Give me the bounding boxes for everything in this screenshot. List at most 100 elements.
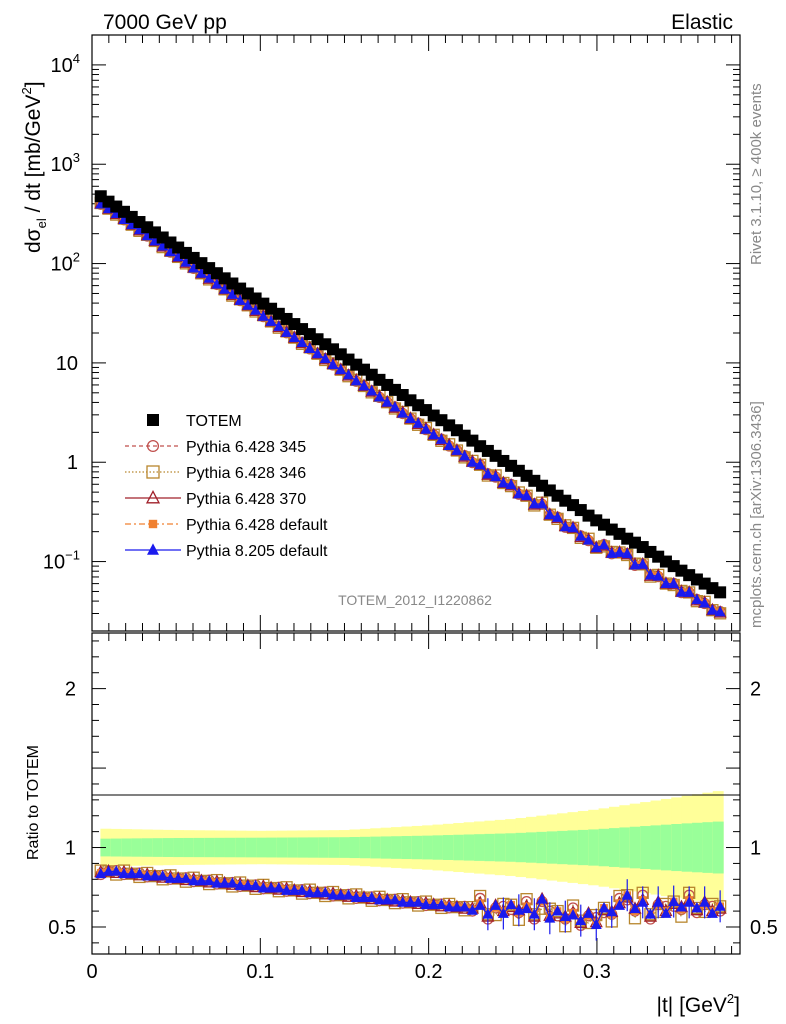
band-inner-segment	[453, 834, 465, 861]
band-inner-segment	[359, 836, 371, 859]
band-inner-segment	[525, 832, 537, 863]
marker-triangle-filled	[234, 294, 246, 305]
marker-triangle-filled	[660, 577, 672, 589]
marker-triangle-filled	[389, 401, 401, 412]
ratio-uncertainty-bands	[100, 791, 724, 904]
marker-triangle-filled	[552, 511, 564, 522]
y-tick-label-exp: 2	[73, 250, 80, 265]
x-label-end: ]	[734, 994, 740, 1017]
band-inner-segment	[692, 822, 703, 873]
marker-triangle-filled	[613, 899, 625, 910]
marker-triangle-filled	[482, 467, 494, 479]
marker-triangle-filled	[343, 889, 355, 900]
marker-triangle-filled	[714, 605, 726, 617]
marker-triangle-filled	[180, 256, 192, 267]
band-inner-segment	[567, 830, 579, 865]
marker-triangle-filled	[102, 865, 114, 876]
marker-triangle-filled	[389, 893, 401, 905]
marker-square	[574, 504, 587, 517]
marker-triangle-filled	[660, 907, 672, 918]
band-inner-segment	[660, 824, 672, 871]
band-inner-segment	[131, 838, 143, 857]
title-right: Elastic	[671, 11, 733, 34]
band-inner-segment	[214, 837, 226, 858]
marker-triangle-filled	[288, 884, 300, 895]
marker-triangle-filled	[559, 520, 571, 532]
marker-triangle-filled	[675, 586, 687, 597]
band-inner-segment	[536, 831, 548, 864]
marker-triangle-filled	[629, 559, 641, 570]
marker-triangle-filled	[513, 904, 525, 915]
y-tick-label: 102	[51, 250, 80, 276]
marker-triangle-filled	[683, 896, 695, 907]
rivet-label: Rivet 3.1.10, ≥ 400k events	[748, 83, 765, 265]
marker-triangle-filled	[521, 489, 533, 501]
marker-triangle-filled	[435, 898, 447, 910]
band-inner-segment	[224, 837, 236, 858]
y-tick-label-exp: 4	[73, 51, 80, 66]
marker-triangle-filled	[304, 886, 316, 898]
marker-triangle-filled	[466, 456, 478, 467]
band-inner-segment	[577, 829, 589, 866]
marker-triangle-filled	[350, 891, 362, 902]
marker-triangle-open	[145, 490, 161, 504]
band-inner-segment	[308, 837, 319, 858]
ratio-tick-label-right: 1	[750, 838, 761, 860]
marker-triangle-filled	[250, 304, 262, 315]
marker-triangle-filled	[443, 901, 455, 912]
band-inner-segment	[235, 837, 247, 858]
mc-series-ratio	[94, 863, 727, 941]
marker-triangle-filled	[110, 865, 122, 876]
band-inner-segment	[619, 827, 631, 868]
marker-triangle-filled	[637, 896, 649, 907]
marker-triangle-filled	[613, 546, 625, 557]
band-inner-segment	[152, 838, 164, 857]
legend-label: Pythia 6.428 default	[186, 517, 328, 534]
marker-triangle-filled	[552, 905, 564, 916]
ratio-tick-label-left: 1	[65, 838, 76, 860]
marker-triangle-filled	[203, 272, 215, 283]
marker-triangle-filled	[312, 886, 324, 898]
marker-triangle-filled	[513, 487, 525, 499]
marker-triangle-filled	[420, 423, 432, 434]
marker-triangle-filled	[575, 914, 587, 926]
marker-triangle-filled	[141, 870, 153, 881]
y-tick-label: 1	[67, 452, 78, 474]
marker-triangle-filled	[195, 874, 207, 886]
band-inner-segment	[110, 838, 122, 857]
band-inner-segment	[411, 835, 423, 860]
band-inner-segment	[484, 833, 496, 862]
marker-triangle-filled	[505, 478, 517, 490]
y-tick-label-base: 10	[51, 154, 73, 176]
band-inner-segment	[702, 822, 714, 873]
y-label-sup: 2	[19, 87, 34, 94]
marker-triangle-filled	[544, 508, 556, 520]
band-inner-segment	[588, 829, 600, 866]
marker-triangle-filled	[598, 538, 610, 550]
ratio-tick-label-left: 2	[65, 679, 76, 701]
marker-triangle-filled	[164, 245, 176, 257]
marker-triangle-filled	[265, 315, 277, 326]
marker-triangle-filled	[497, 907, 509, 918]
marker-triangle-filled	[242, 299, 254, 310]
marker-triangle-filled	[567, 909, 579, 920]
band-inner-segment	[162, 838, 174, 857]
y-label-main: dσ	[22, 228, 45, 253]
marker-triangle-filled	[149, 870, 161, 881]
marker-triangle-filled	[683, 586, 695, 597]
totem-series-upper	[94, 190, 727, 599]
y-label-mid: / dt [mb/GeV	[22, 95, 45, 219]
marker-triangle-filled	[250, 879, 262, 891]
marker-triangle-filled	[180, 872, 192, 883]
marker-triangle-filled	[536, 497, 548, 509]
marker-triangle-filled	[505, 898, 517, 910]
marker-triangle-filled	[714, 900, 726, 911]
marker-triangle-filled	[567, 521, 579, 533]
band-inner-segment	[391, 836, 402, 859]
marker-triangle-filled	[490, 470, 502, 482]
marker-triangle-filled	[474, 899, 486, 910]
marker-triangle-filled	[691, 593, 703, 605]
x-tick-label: 0.1	[246, 961, 274, 983]
